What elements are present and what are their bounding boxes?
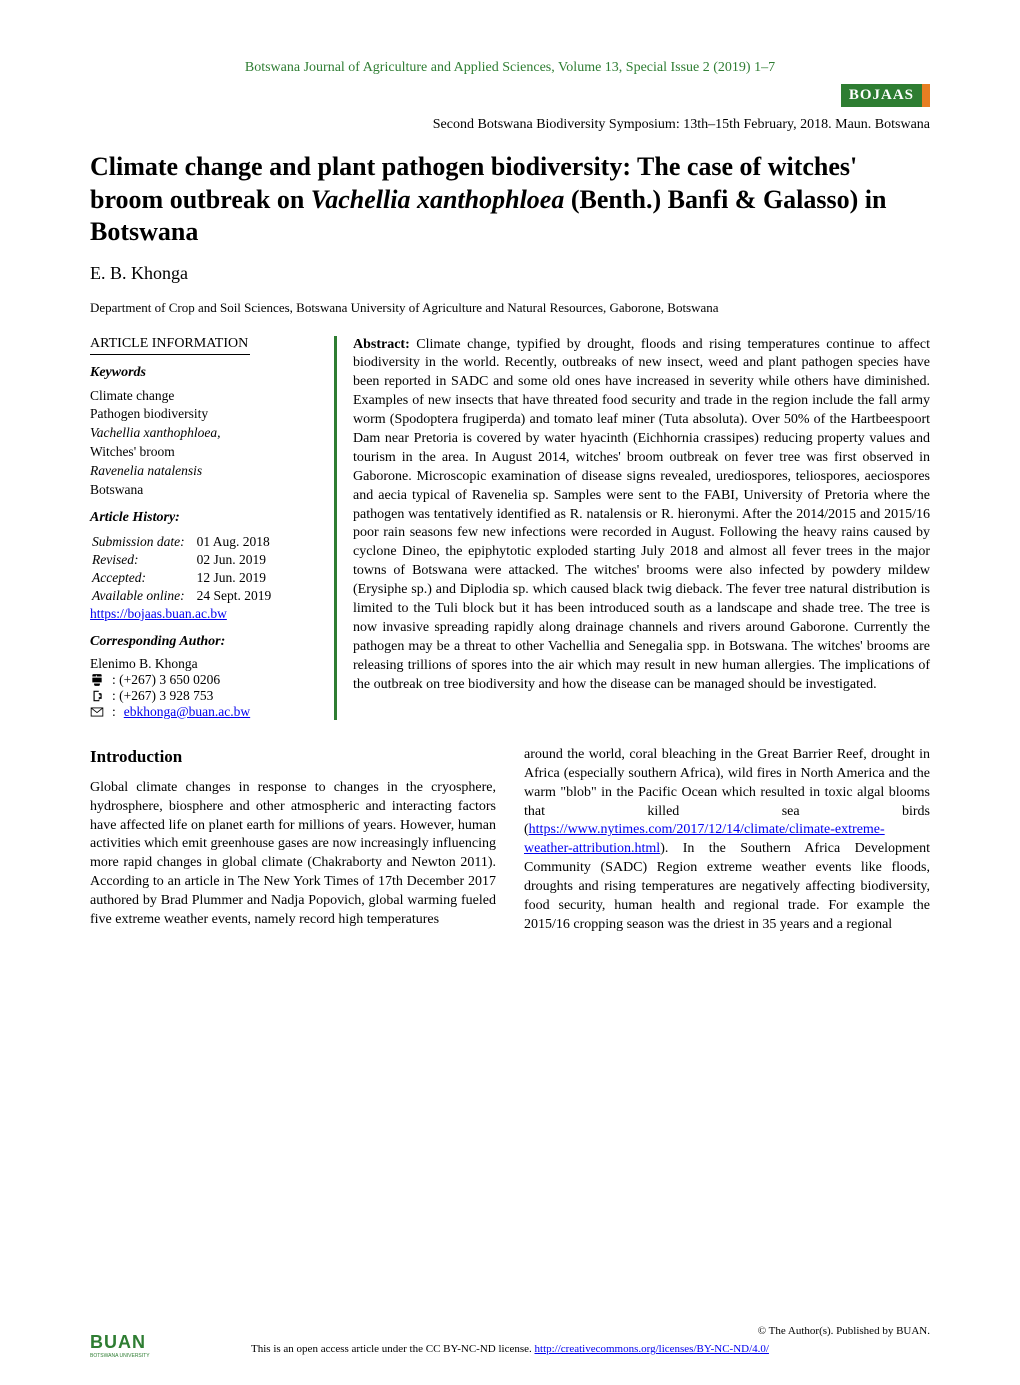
table-row: Accepted:12 Jun. 2019 xyxy=(92,570,281,586)
history-heading: Article History: xyxy=(90,510,310,526)
divider xyxy=(90,354,250,355)
keyword: Pathogen biodiversity xyxy=(90,405,310,424)
history-value: 01 Aug. 2018 xyxy=(197,534,282,550)
corresponding-name: Elenimo B. Khonga xyxy=(90,656,310,672)
page-footer: BUAN BOTSWANA UNIVERSITY © The Author(s)… xyxy=(90,1325,930,1355)
keyword: Ravenelia natalensis xyxy=(90,462,310,481)
email-prefix: : xyxy=(112,704,116,720)
copyright-line: © The Author(s). Published by BUAN. xyxy=(90,1325,930,1337)
author-name: E. B. Khonga xyxy=(90,263,930,284)
email-row: : ebkhonga@buan.ac.bw xyxy=(90,704,310,720)
abstract-label: Abstract: xyxy=(353,337,410,352)
article-info-heading: ARTICLE INFORMATION xyxy=(90,336,310,352)
history-label: Submission date xyxy=(92,534,180,549)
license-line: This is an open access article under the… xyxy=(90,1343,930,1355)
abstract-block: Abstract: Climate change, typified by dr… xyxy=(334,336,930,720)
title-species: Vachellia xanthophloea xyxy=(311,185,565,214)
fax-value: : (+267) 3 928 753 xyxy=(112,688,213,704)
introduction-heading: Introduction xyxy=(90,746,496,769)
license-link[interactable]: http://creativecommons.org/licenses/BY-N… xyxy=(535,1343,769,1355)
history-value: 12 Jun. 2019 xyxy=(197,570,282,586)
fax-row: : (+267) 3 928 753 xyxy=(90,688,310,704)
license-pre: This is an open access article under the… xyxy=(251,1343,534,1355)
keywords-list: Climate change Pathogen biodiversity Vac… xyxy=(90,387,310,500)
history-label: Accepted xyxy=(92,570,141,585)
fax-icon xyxy=(90,689,104,703)
keyword: Climate change xyxy=(90,387,310,406)
history-table: Submission date:01 Aug. 2018 Revised:02 … xyxy=(90,532,283,606)
keyword: Vachellia xanthophloea, xyxy=(90,424,310,443)
keywords-heading: Keywords xyxy=(90,365,310,381)
phone-icon xyxy=(90,673,104,687)
conference-line: Second Botswana Biodiversity Symposium: … xyxy=(90,117,930,133)
keyword: Botswana xyxy=(90,481,310,500)
abstract-body: Climate change, typified by drought, flo… xyxy=(353,337,930,692)
corresponding-heading: Corresponding Author: xyxy=(90,634,310,650)
running-head: Botswana Journal of Agriculture and Appl… xyxy=(90,60,930,76)
buan-logo: BUAN BOTSWANA UNIVERSITY xyxy=(90,1332,150,1359)
info-abstract-row: ARTICLE INFORMATION Keywords Climate cha… xyxy=(90,336,930,720)
badge-row: BOJAAS xyxy=(90,84,930,107)
buan-logo-subtext: BOTSWANA UNIVERSITY xyxy=(90,1353,150,1359)
article-title: Climate change and plant pathogen biodiv… xyxy=(90,151,930,249)
phone-value: : (+267) 3 650 0206 xyxy=(112,672,220,688)
history-label: Revised xyxy=(92,552,134,567)
history-label: Available online xyxy=(92,588,180,603)
affiliation: Department of Crop and Soil Sciences, Bo… xyxy=(90,300,930,316)
table-row: Submission date:01 Aug. 2018 xyxy=(92,534,281,550)
journal-url-link[interactable]: https://bojaas.buan.ac.bw xyxy=(90,606,227,621)
intro-column-right: around the world, coral bleaching in the… xyxy=(524,746,930,935)
phone-row: : (+267) 3 650 0206 xyxy=(90,672,310,688)
journal-badge: BOJAAS xyxy=(841,84,930,107)
history-value: 24 Sept. 2019 xyxy=(197,588,282,604)
introduction-row: Introduction Global climate changes in r… xyxy=(90,746,930,935)
buan-logo-text: BUAN xyxy=(90,1332,146,1352)
table-row: Revised:02 Jun. 2019 xyxy=(92,552,281,568)
keyword: Witches' broom xyxy=(90,443,310,462)
envelope-icon xyxy=(90,705,104,719)
table-row: Available online:24 Sept. 2019 xyxy=(92,588,281,604)
email-link[interactable]: ebkhonga@buan.ac.bw xyxy=(124,704,250,720)
intro-text-left: Global climate changes in response to ch… xyxy=(90,780,496,927)
history-value: 02 Jun. 2019 xyxy=(197,552,282,568)
intro-column-left: Introduction Global climate changes in r… xyxy=(90,746,496,935)
article-info-sidebar: ARTICLE INFORMATION Keywords Climate cha… xyxy=(90,336,310,720)
